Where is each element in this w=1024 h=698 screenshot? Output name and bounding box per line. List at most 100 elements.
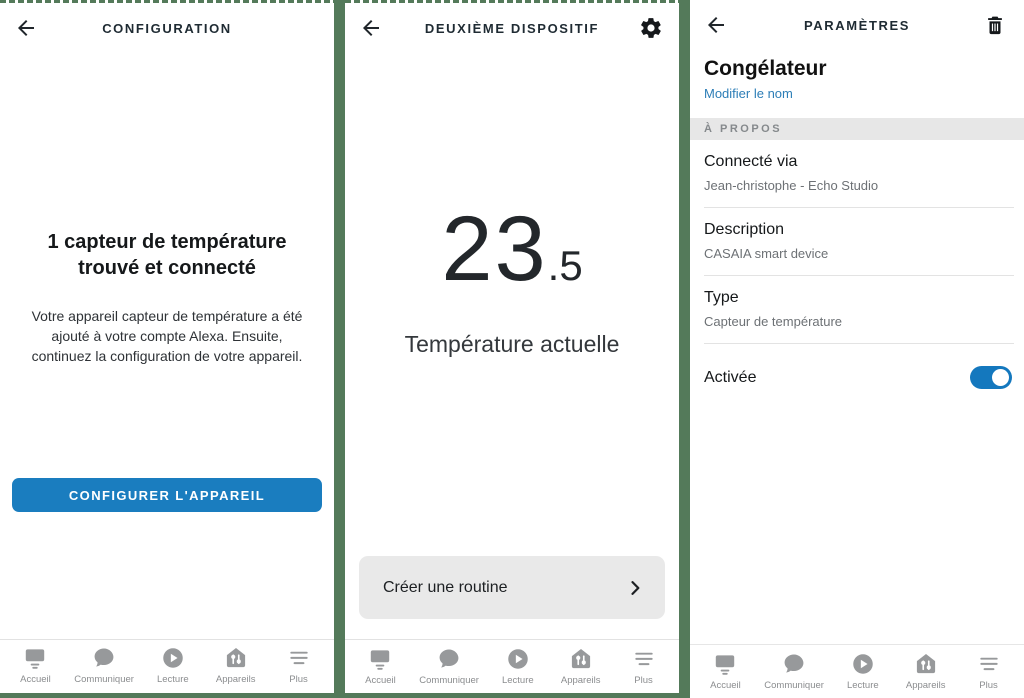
nav-lecture[interactable]: Lecture <box>494 646 542 686</box>
info-value: CASAIA smart device <box>704 246 829 261</box>
play-circle-icon <box>853 653 873 674</box>
nav-communiquer[interactable]: Communiquer <box>764 651 824 691</box>
home-screen-icon <box>26 649 45 670</box>
device-name-block: Congélateur Modifier le nom <box>690 48 1024 103</box>
home-screen-icon <box>371 649 390 670</box>
screen-settings: PARAMÈTRES Congélateur Modifier le nom À… <box>690 0 1024 698</box>
green-border-bottom <box>345 693 679 698</box>
create-routine-label: Créer une routine <box>383 578 508 596</box>
nav-communiquer[interactable]: Communiquer <box>74 645 134 685</box>
info-value: Capteur de température <box>704 314 843 329</box>
nav-plus[interactable]: Plus <box>965 651 1013 691</box>
play-circle-icon <box>508 648 528 669</box>
nav-label: Appareils <box>905 679 946 691</box>
temperature-value: 23.5 <box>345 203 679 295</box>
edit-name-link[interactable]: Modifier le nom <box>704 86 793 101</box>
chat-bubble-icon <box>784 653 804 673</box>
nav-label: Plus <box>634 674 653 686</box>
settings-gear-button[interactable] <box>639 15 665 41</box>
temperature-display: 23.5 Température actuelle <box>345 203 679 358</box>
header-second-device: DEUXIÈME DISPOSITIF <box>345 3 679 51</box>
green-border-top <box>345 0 679 3</box>
nav-appareils[interactable]: Appareils <box>902 651 950 691</box>
screen-configuration: CONFIGURATION 1 capteur de température t… <box>0 0 334 698</box>
temperature-caption: Température actuelle <box>404 331 620 357</box>
panel-separator <box>679 0 690 698</box>
panel-separator <box>334 0 345 698</box>
delete-device-button[interactable] <box>984 12 1010 38</box>
toggle-knob <box>992 369 1009 386</box>
temperature-decimal: .5 <box>547 242 583 289</box>
bottom-nav: Accueil Communiquer Lecture Appareils Pl… <box>345 639 679 693</box>
nav-label: Plus <box>979 679 998 691</box>
nav-label: Communiquer <box>764 679 824 691</box>
bottom-nav: Accueil Communiquer Lecture Appareils Pl… <box>0 638 334 693</box>
divider <box>704 343 1014 344</box>
create-routine-button[interactable]: Créer une routine <box>359 556 665 619</box>
nav-label: Lecture <box>156 674 189 686</box>
more-lines-icon <box>634 652 653 665</box>
nav-communiquer[interactable]: Communiquer <box>419 646 479 686</box>
trash-icon <box>988 16 1002 35</box>
divider <box>704 207 1014 208</box>
nav-label: Plus <box>289 674 308 686</box>
found-sensor-heading: 1 capteur de température trouvé et conne… <box>47 231 287 280</box>
nav-label: Accueil <box>365 674 396 686</box>
configure-device-button[interactable]: CONFIGURER L'APPAREIL <box>12 478 322 513</box>
nav-lecture[interactable]: Lecture <box>839 651 887 691</box>
page-title: PARAMÈTRES <box>803 18 911 33</box>
info-label: Connecté via <box>704 153 798 170</box>
green-border-top <box>0 0 334 3</box>
nav-accueil[interactable]: Accueil <box>701 651 749 691</box>
header-settings: PARAMÈTRES <box>690 0 1024 48</box>
page-title: DEUXIÈME DISPOSITIF <box>424 21 600 36</box>
info-row-connected-via: Connecté via Jean-christophe - Echo Stud… <box>690 140 1024 207</box>
info-label: Description <box>704 221 785 238</box>
nav-label: Lecture <box>501 674 534 686</box>
enabled-label: Activée <box>704 368 757 386</box>
more-lines-icon <box>979 657 998 670</box>
back-arrow-icon <box>708 17 724 33</box>
nav-label: Appareils <box>560 674 601 686</box>
nav-label: Accueil <box>710 679 741 691</box>
enabled-toggle[interactable] <box>970 366 1012 389</box>
nav-appareils[interactable]: Appareils <box>212 645 260 685</box>
more-lines-icon <box>289 652 308 665</box>
enabled-toggle-row: Activée <box>690 344 1024 389</box>
devices-house-icon <box>916 653 935 673</box>
back-arrow-icon <box>363 20 379 36</box>
home-screen-icon <box>716 654 735 675</box>
back-button[interactable] <box>14 15 40 41</box>
nav-label: Appareils <box>215 674 256 686</box>
nav-appareils[interactable]: Appareils <box>557 646 605 686</box>
header-configuration: CONFIGURATION <box>0 3 334 51</box>
chat-bubble-icon <box>94 648 114 668</box>
chevron-right-icon <box>631 580 640 595</box>
back-arrow-icon <box>18 20 34 36</box>
chat-bubble-icon <box>439 648 459 668</box>
divider <box>704 275 1014 276</box>
screen-second-device: DEUXIÈME DISPOSITIF 23.5 Température act… <box>345 0 679 698</box>
info-row-description: Description CASAIA smart device <box>690 208 1024 275</box>
nav-accueil[interactable]: Accueil <box>11 645 59 685</box>
devices-house-icon <box>571 648 590 668</box>
device-name: Congélateur <box>704 57 827 80</box>
nav-label: Lecture <box>846 679 879 691</box>
nav-label: Communiquer <box>74 674 134 686</box>
green-border-bottom <box>0 692 334 698</box>
page-title: CONFIGURATION <box>102 21 232 36</box>
info-label: Type <box>704 289 739 306</box>
bottom-nav: Accueil Communiquer Lecture Appareils Pl… <box>690 644 1024 698</box>
gear-icon <box>641 18 661 38</box>
info-value: Jean-christophe - Echo Studio <box>704 178 879 193</box>
back-button[interactable] <box>704 12 730 38</box>
info-row-type: Type Capteur de température <box>690 276 1024 343</box>
nav-lecture[interactable]: Lecture <box>149 645 197 685</box>
nav-accueil[interactable]: Accueil <box>356 646 404 686</box>
back-button[interactable] <box>359 15 385 41</box>
nav-plus[interactable]: Plus <box>620 646 668 686</box>
devices-house-icon <box>226 648 245 668</box>
play-circle-icon <box>163 648 183 669</box>
nav-plus[interactable]: Plus <box>275 645 323 685</box>
